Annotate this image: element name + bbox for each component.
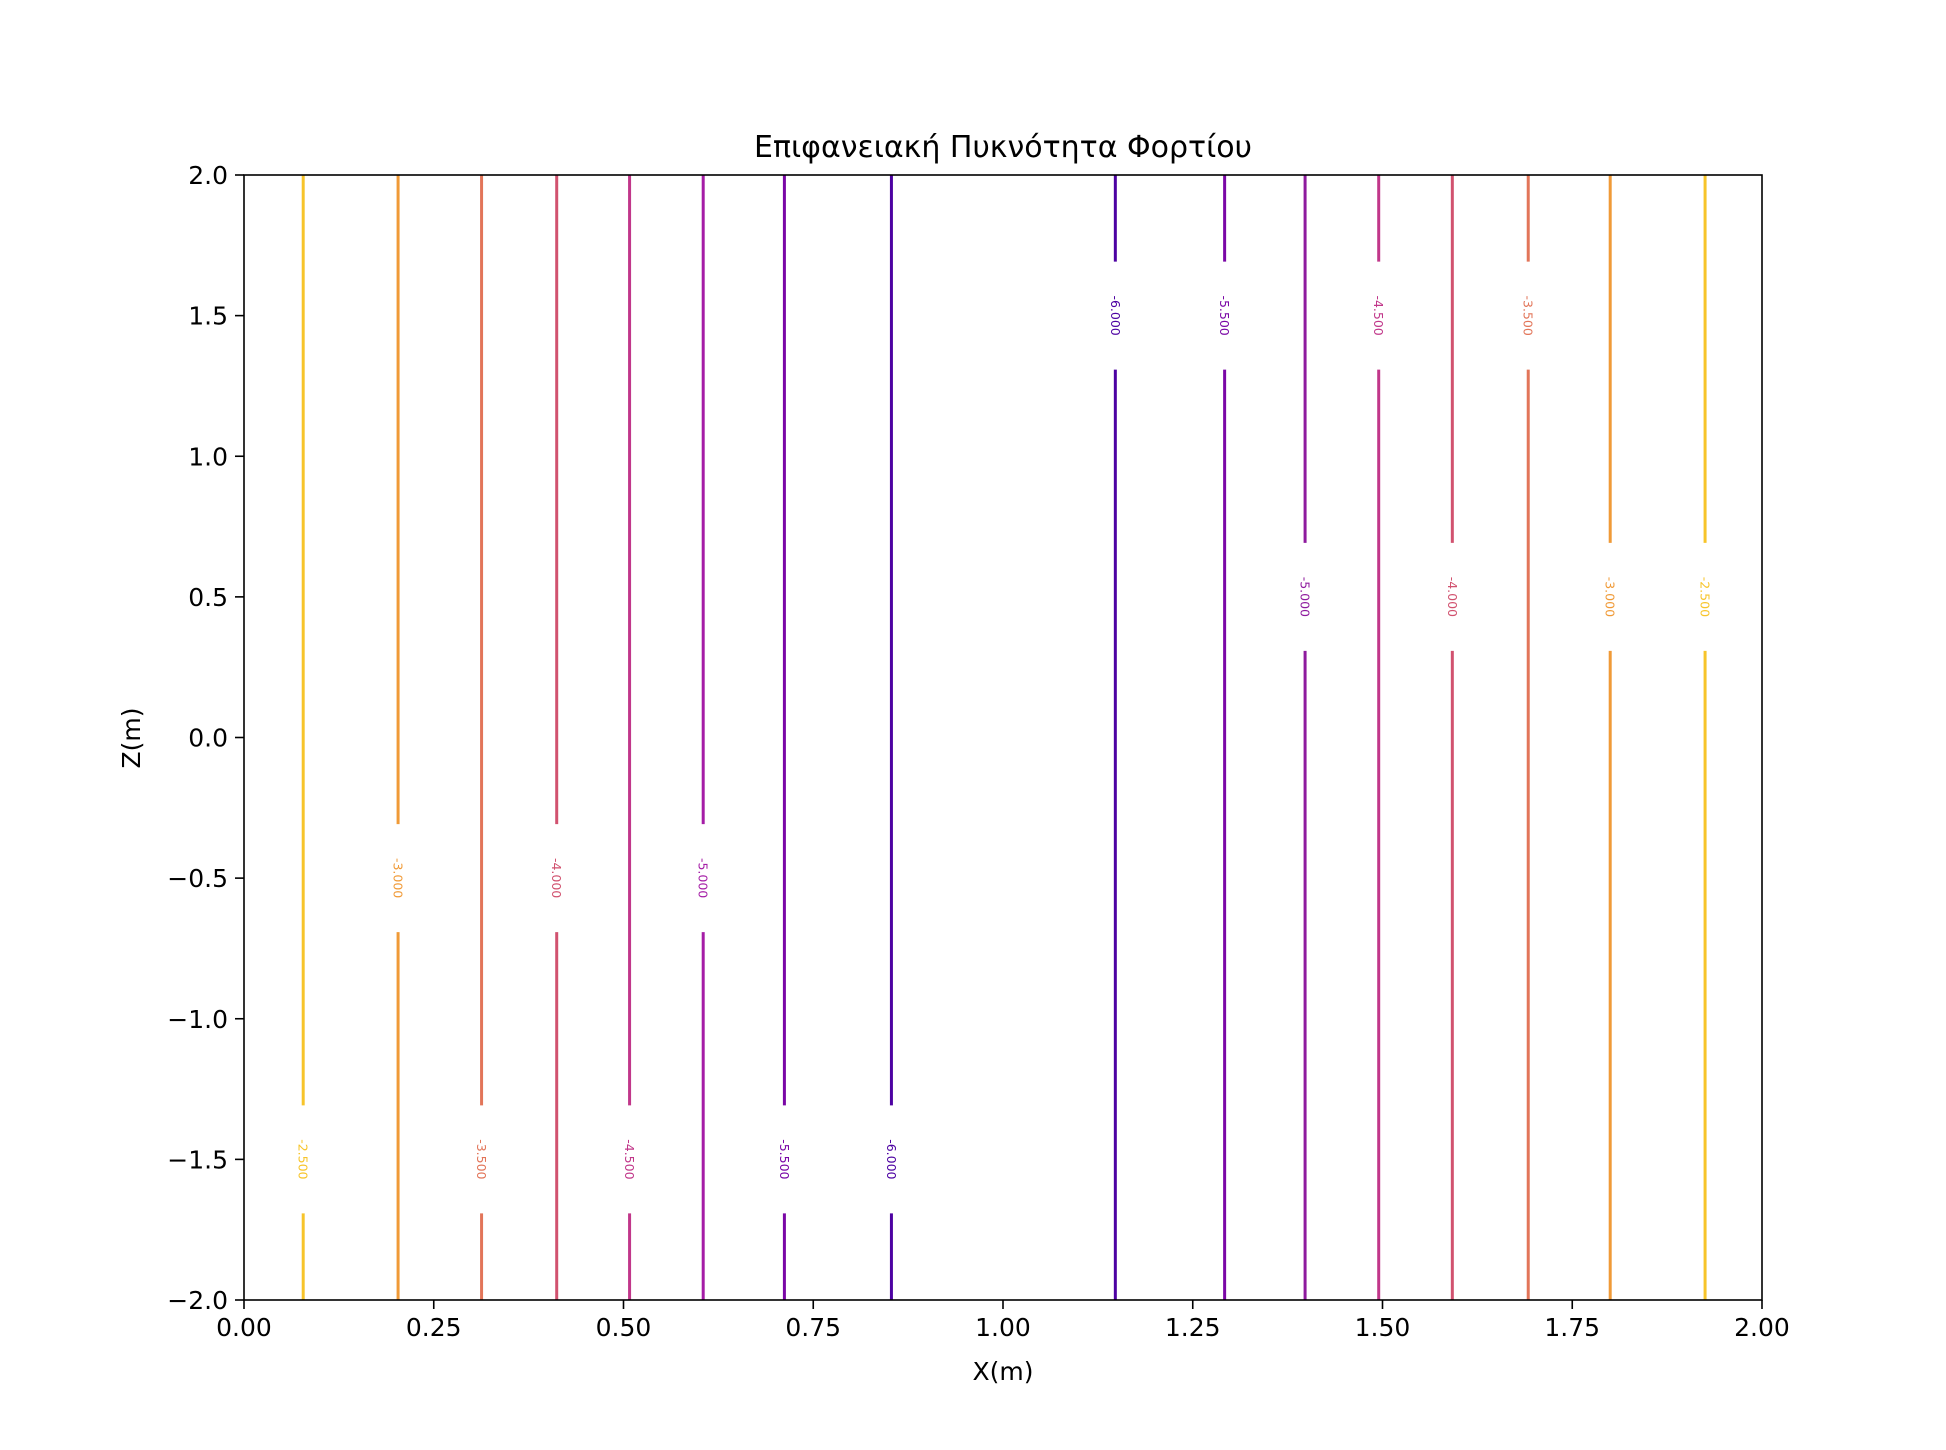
contour-label-1: -3.000 — [391, 858, 406, 898]
y-tick-label: −1.5 — [167, 1145, 228, 1174]
contour-labels: -2.500 -3.000 -3.500 -4.000 -4.500 -5.000 -5.5… — [296, 295, 1713, 1179]
contour-label-10: -5.000 — [1298, 577, 1313, 617]
y-axis: −2.0 −1.5 −1.0 −0.5 0.0 0.5 1.0 1.5 2.0 — [167, 161, 244, 1315]
contour-label-12: -4.000 — [1445, 577, 1460, 617]
contour-lines — [301, 175, 1707, 1300]
x-tick-label: 0.75 — [785, 1313, 841, 1342]
x-tick-label: 1.00 — [975, 1313, 1031, 1342]
x-tick-label: 0.25 — [406, 1313, 462, 1342]
y-tick-label: 0.5 — [188, 583, 228, 612]
x-tick-label: 2.00 — [1734, 1313, 1790, 1342]
contour-label-4: -4.500 — [622, 1139, 637, 1179]
y-tick-label: 1.5 — [188, 302, 228, 331]
y-tick-label: 0.0 — [188, 724, 228, 753]
y-axis-label: Z(m) — [117, 708, 146, 769]
contour-label-13: -3.500 — [1521, 295, 1536, 335]
contour-label-7: -6.000 — [884, 1139, 899, 1179]
x-tick-label: 0.50 — [596, 1313, 652, 1342]
x-tick-label: 1.25 — [1165, 1313, 1221, 1342]
contour-label-9: -5.500 — [1217, 295, 1232, 335]
contour-label-15: -2.500 — [1698, 577, 1713, 617]
x-tick-label: 0.00 — [216, 1313, 272, 1342]
y-tick-label: −2.0 — [167, 1286, 228, 1315]
x-axis-label: X(m) — [973, 1357, 1034, 1386]
y-tick-label: 1.0 — [188, 442, 228, 471]
x-axis: 0.00 0.25 0.50 0.75 1.00 1.25 1.50 1.75 2.00 — [216, 1300, 1790, 1342]
y-tick-label: −1.0 — [167, 1005, 228, 1034]
contour-label-8: -6.000 — [1108, 295, 1123, 335]
contour-label-5: -5.000 — [696, 858, 711, 898]
contour-label-11: -4.500 — [1371, 295, 1386, 335]
contour-label-3: -4.000 — [549, 858, 564, 898]
x-tick-label: 1.50 — [1355, 1313, 1411, 1342]
y-tick-label: −0.5 — [167, 864, 228, 893]
contour-label-0: -2.500 — [296, 1139, 311, 1179]
x-tick-label: 1.75 — [1544, 1313, 1600, 1342]
chart-title: Επιφανειακή Πυκνότητα Φορτίου — [754, 130, 1252, 165]
contour-label-2: -3.500 — [474, 1139, 489, 1179]
contour-label-14: -3.000 — [1603, 577, 1618, 617]
plot-area — [244, 175, 1762, 1300]
contour-label-6: -5.500 — [777, 1139, 792, 1179]
y-tick-label: 2.0 — [188, 161, 228, 190]
